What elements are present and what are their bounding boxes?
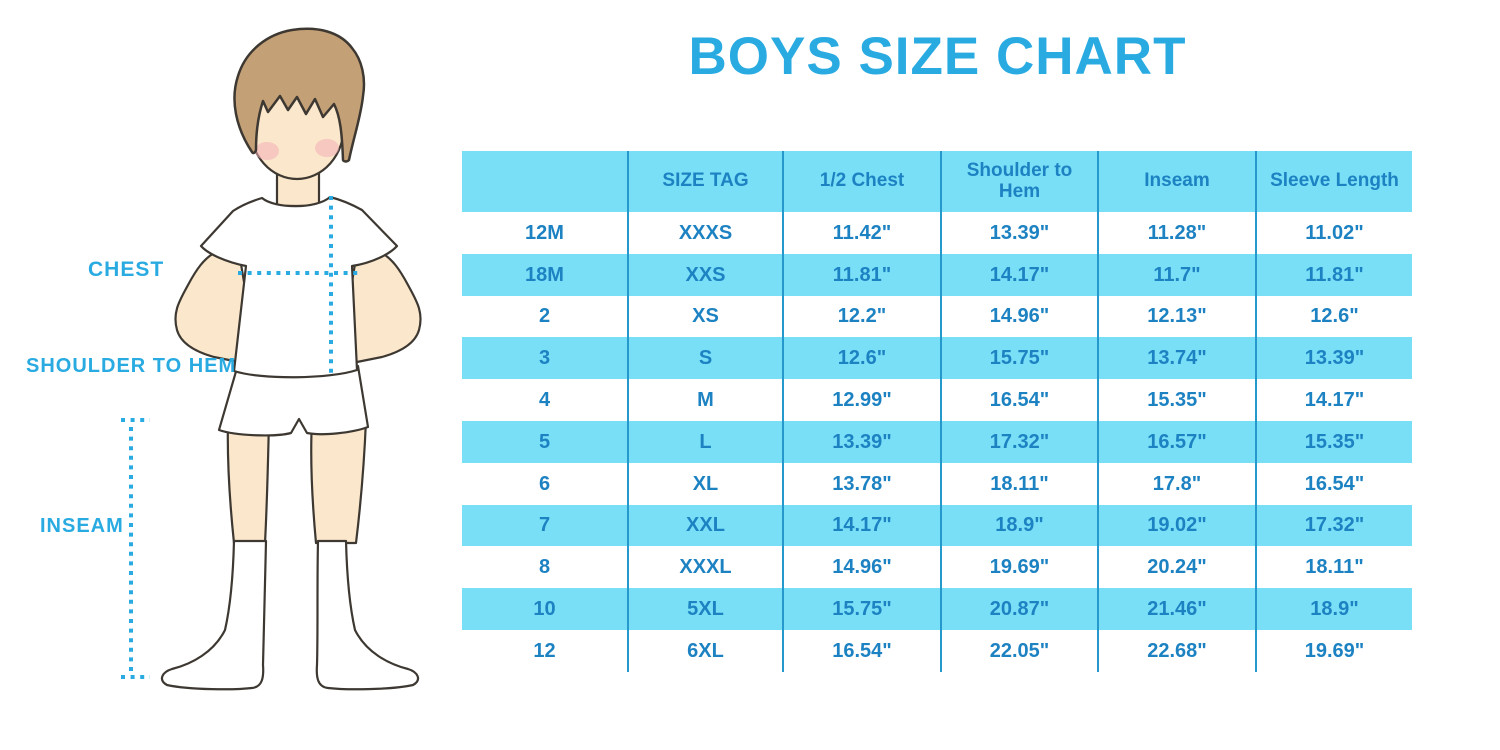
boy-cheek-right bbox=[315, 139, 339, 157]
row-label: 7 bbox=[462, 504, 627, 547]
size-cell: 15.75" bbox=[782, 588, 940, 630]
size-cell: 5XL bbox=[627, 588, 782, 630]
size-cell: 11.7" bbox=[1097, 253, 1255, 296]
column-header: Inseam bbox=[1097, 151, 1255, 212]
size-cell: 16.54" bbox=[940, 379, 1097, 421]
row-label: 6 bbox=[462, 462, 627, 505]
page-title: BOYS SIZE CHART bbox=[688, 27, 1187, 86]
size-cell: XXL bbox=[627, 504, 782, 547]
size-cell: 14.17" bbox=[1255, 379, 1412, 421]
size-cell: 17.32" bbox=[1255, 504, 1412, 547]
chest-label: CHEST bbox=[88, 258, 165, 281]
size-cell: 13.78" bbox=[782, 462, 940, 505]
size-cell: 19.69" bbox=[940, 546, 1097, 589]
size-cell: 16.54" bbox=[1255, 462, 1412, 505]
size-cell: 18.11" bbox=[1255, 546, 1412, 589]
size-cell: XXXS bbox=[627, 212, 782, 254]
size-cell: 20.87" bbox=[940, 588, 1097, 630]
size-cell: 12.13" bbox=[1097, 295, 1255, 338]
row-label: 5 bbox=[462, 420, 627, 463]
size-cell: 14.17" bbox=[940, 253, 1097, 296]
boy-arm-right bbox=[347, 250, 422, 365]
size-cell: XS bbox=[627, 295, 782, 338]
size-cell: 14.17" bbox=[782, 504, 940, 547]
column-header: SIZE TAG bbox=[627, 151, 782, 212]
size-cell: 6XL bbox=[627, 629, 782, 672]
size-cell: XXS bbox=[627, 253, 782, 296]
size-cell: 16.54" bbox=[782, 629, 940, 672]
size-cell: 11.28" bbox=[1097, 212, 1255, 254]
boy-shorts bbox=[217, 364, 370, 437]
row-label: 12 bbox=[462, 629, 627, 672]
size-cell: 22.68" bbox=[1097, 629, 1255, 672]
size-cell: 18.9" bbox=[940, 504, 1097, 547]
size-cell: 12.6" bbox=[1255, 295, 1412, 338]
size-cell: 21.46" bbox=[1097, 588, 1255, 630]
size-cell: 16.57" bbox=[1097, 420, 1255, 463]
column-header: Shoulder to Hem bbox=[940, 151, 1097, 212]
size-cell: 15.75" bbox=[940, 337, 1097, 380]
size-chart-table: SIZE TAG 1/2 Chest Shoulder to Hem Inseam Sl… bbox=[462, 151, 1412, 672]
row-label: 3 bbox=[462, 337, 627, 380]
size-cell: 13.39" bbox=[1255, 337, 1412, 380]
boy-cheek-left bbox=[255, 142, 279, 160]
size-cell: 17.32" bbox=[940, 420, 1097, 463]
size-cell: 19.02" bbox=[1097, 504, 1255, 547]
column-header: Sleeve Length bbox=[1255, 151, 1412, 212]
size-cell: 15.35" bbox=[1097, 379, 1255, 421]
size-cell: 18.11" bbox=[940, 462, 1097, 505]
size-cell: 13.39" bbox=[782, 420, 940, 463]
boy-thigh-left bbox=[226, 418, 271, 545]
size-cell: XL bbox=[627, 462, 782, 505]
size-cell: 13.74" bbox=[1097, 337, 1255, 380]
size-cell: 12.2" bbox=[782, 295, 940, 338]
boy-sock-right bbox=[315, 539, 420, 691]
size-cell: 22.05" bbox=[940, 629, 1097, 672]
size-cell: 15.35" bbox=[1255, 420, 1412, 463]
size-cell: 14.96" bbox=[940, 295, 1097, 338]
size-cell: 11.81" bbox=[782, 253, 940, 296]
inseam-label: INSEAM bbox=[40, 515, 124, 537]
boy-sock-left bbox=[160, 539, 268, 691]
row-label: 8 bbox=[462, 546, 627, 589]
boy-hair bbox=[233, 27, 366, 163]
size-cell: 17.8" bbox=[1097, 462, 1255, 505]
size-cell: 20.24" bbox=[1097, 546, 1255, 589]
corner-cell bbox=[462, 151, 627, 212]
row-label: 12M bbox=[462, 212, 627, 254]
size-cell: 11.42" bbox=[782, 212, 940, 254]
row-label: 2 bbox=[462, 295, 627, 338]
size-cell: 14.96" bbox=[782, 546, 940, 589]
size-cell: M bbox=[627, 379, 782, 421]
size-cell: 12.6" bbox=[782, 337, 940, 380]
size-cell: L bbox=[627, 420, 782, 463]
size-cell: 11.81" bbox=[1255, 253, 1412, 296]
size-cell: 11.02" bbox=[1255, 212, 1412, 254]
boy-figure-illustration bbox=[121, 27, 422, 691]
shoulder-to-hem-label: SHOULDER TO HEM bbox=[26, 355, 237, 377]
size-cell: 18.9" bbox=[1255, 588, 1412, 630]
size-cell: 12.99" bbox=[782, 379, 940, 421]
size-cell: 13.39" bbox=[940, 212, 1097, 254]
size-cell: S bbox=[627, 337, 782, 380]
row-label: 10 bbox=[462, 588, 627, 630]
size-cell: 19.69" bbox=[1255, 629, 1412, 672]
boy-arm-left bbox=[174, 250, 249, 365]
row-label: 18M bbox=[462, 253, 627, 296]
size-cell: XXXL bbox=[627, 546, 782, 589]
boy-thigh-right bbox=[310, 418, 368, 545]
row-label: 4 bbox=[462, 379, 627, 421]
column-header: 1/2 Chest bbox=[782, 151, 940, 212]
